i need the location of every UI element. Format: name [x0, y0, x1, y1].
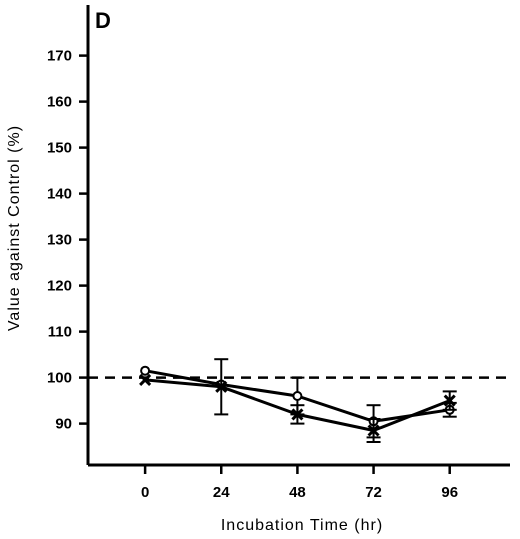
x-axis-title: Incubation Time (hr): [221, 517, 383, 534]
x-tick-label: 24: [213, 484, 230, 501]
x-tick-label: 96: [441, 484, 458, 501]
y-axis-title: Value against Control (%): [6, 125, 23, 331]
x-stroke: [443, 394, 456, 407]
x-stroke: [367, 424, 380, 437]
y-tick-label: 130: [47, 232, 72, 249]
x-tick-label: 48: [289, 484, 306, 501]
x-tick-label: 0: [141, 484, 149, 501]
series-2: [139, 358, 457, 443]
series-layer: [139, 358, 457, 443]
x-stroke: [291, 408, 304, 421]
y-tick-label: 170: [47, 48, 72, 65]
x-stroke: [139, 373, 152, 386]
y-tick-label: 110: [48, 324, 72, 341]
data-point-circle: [292, 391, 303, 401]
y-tick-label: 90: [55, 416, 72, 433]
y-tick-label: 150: [47, 140, 72, 157]
y-tick-label: 100: [47, 370, 72, 387]
x-axis-ticks: 0 24 48 72 96: [141, 465, 458, 501]
x-stroke: [215, 380, 228, 393]
data-point-x: [215, 380, 228, 393]
data-point-x: [291, 408, 304, 421]
series-1: [140, 365, 457, 439]
data-point-circle: [140, 365, 151, 376]
x-tick-label: 72: [365, 484, 382, 501]
y-axis-ticks: 90 100 110 120 130 140 150 160 170: [47, 48, 88, 433]
y-tick-label: 160: [47, 94, 72, 111]
y-tick-label: 140: [47, 186, 72, 203]
y-tick-label: 120: [47, 278, 72, 295]
panel-label: D: [95, 8, 111, 33]
data-point-x: [139, 373, 152, 386]
data-point-x: [443, 394, 456, 407]
data-point-x: [367, 424, 380, 437]
